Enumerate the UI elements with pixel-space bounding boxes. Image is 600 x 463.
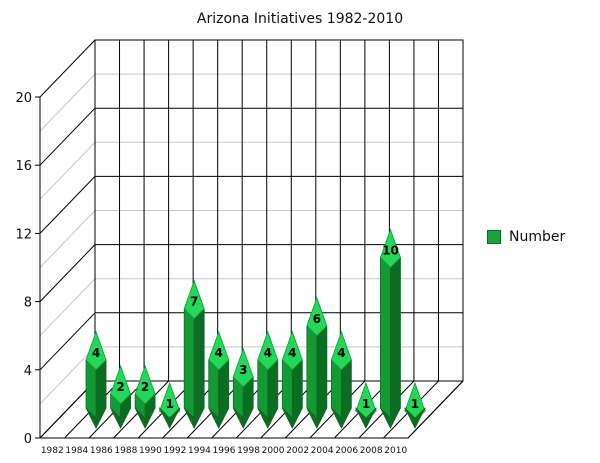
x-tick-label: 1988 — [114, 446, 137, 456]
y-tick-label: 16 — [15, 159, 32, 174]
grid-line — [39, 141, 96, 200]
bar-base — [134, 407, 156, 429]
legend-label: Number — [509, 229, 566, 245]
data-label: 4 — [264, 346, 272, 360]
bar-base — [208, 407, 230, 429]
floor-edge — [407, 380, 464, 439]
x-tick-label: 1996 — [213, 446, 236, 456]
y-tick-label: 0 — [24, 432, 32, 447]
bar-base — [183, 407, 205, 429]
bar-base — [306, 407, 328, 429]
grid-line — [39, 244, 96, 302]
data-label: 4 — [288, 346, 296, 360]
bar-cap — [208, 330, 230, 371]
data-label: 10 — [382, 244, 399, 258]
bar-right-face — [390, 246, 401, 420]
data-label: 2 — [116, 380, 124, 394]
data-label: 6 — [313, 312, 321, 326]
y-tick-label: 12 — [15, 227, 32, 242]
data-label: 4 — [337, 346, 345, 360]
data-label: 1 — [411, 397, 419, 411]
grid-line — [39, 107, 96, 166]
bar-base — [380, 407, 401, 429]
bar-cap — [281, 330, 303, 371]
x-tick-label: 2010 — [384, 446, 407, 456]
bar-cap — [85, 330, 107, 371]
bar-cap — [134, 364, 156, 405]
x-tick-label: 2000 — [262, 446, 285, 456]
x-tick-label: 2002 — [286, 446, 309, 456]
x-tick-label: 2006 — [335, 446, 358, 456]
x-tick-label: 1998 — [237, 446, 260, 456]
bar-cap — [257, 330, 279, 371]
y-tick-label: 4 — [24, 364, 32, 379]
grid-line — [39, 210, 96, 268]
x-tick-label: 1986 — [90, 446, 113, 456]
data-label: 4 — [215, 346, 223, 360]
chart-title: Arizona Initiatives 1982-2010 — [196, 11, 404, 27]
bar-cap — [232, 347, 254, 388]
x-tick-label: 1982 — [41, 446, 64, 456]
data-label: 2 — [141, 380, 149, 394]
bar-base — [110, 407, 131, 429]
bar-base — [159, 407, 181, 429]
y-tick-label: 20 — [15, 91, 32, 106]
x-tick-label: 1994 — [188, 446, 211, 456]
bar-base — [232, 407, 254, 429]
grid-line — [39, 312, 96, 371]
x-tick-label: 2008 — [360, 446, 383, 456]
data-label: 7 — [190, 295, 198, 309]
bar-base — [85, 407, 107, 429]
data-label: 3 — [239, 363, 247, 377]
legend: Number — [487, 229, 565, 245]
y-tick-label: 8 — [24, 296, 32, 311]
bar-base — [281, 407, 303, 429]
bar-base — [331, 407, 352, 429]
grid-line — [39, 346, 96, 405]
bar-left-face — [380, 246, 391, 420]
bar-base — [355, 407, 377, 429]
x-tick-label: 1992 — [163, 446, 186, 456]
x-tick-label: 1984 — [65, 446, 88, 456]
data-label: 1 — [362, 397, 370, 411]
grid-line — [39, 39, 96, 98]
grid-line — [39, 176, 96, 234]
bar-base — [257, 407, 279, 429]
legend-swatch — [487, 230, 501, 244]
x-tick-label: 2004 — [311, 446, 334, 456]
data-label: 4 — [92, 346, 100, 360]
bar-cap — [110, 364, 132, 405]
grid-line — [39, 73, 96, 132]
x-tick-label: 1990 — [139, 446, 162, 456]
bar-cap — [379, 228, 401, 269]
bar-cap — [183, 279, 205, 320]
bar-cap — [306, 296, 328, 337]
grid-line — [39, 278, 96, 337]
bar-base — [404, 407, 426, 429]
bar-cap — [330, 330, 352, 371]
data-label: 1 — [165, 397, 173, 411]
